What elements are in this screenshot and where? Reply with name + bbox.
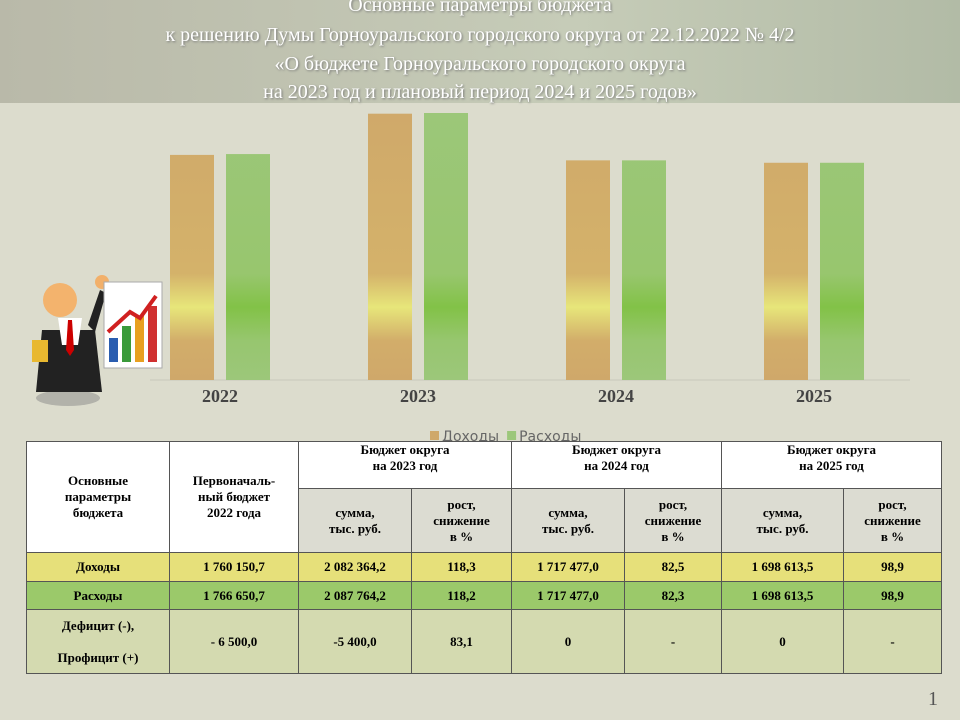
table-cell: Бюджет округа на 2024 год — [511, 441, 722, 489]
x-tick-label: 2025 — [796, 386, 832, 406]
x-tick-label: 2024 — [598, 386, 634, 406]
header-band: Основные параметры бюджета к решению Дум… — [0, 0, 960, 103]
legend-swatch — [507, 431, 517, 440]
table-cell: Доходы — [26, 552, 170, 582]
bar — [226, 154, 270, 380]
table-cell: 0 — [721, 609, 844, 674]
table-cell: 1 698 613,5 — [721, 552, 844, 582]
table-cell: 2 087 764,2 — [298, 581, 412, 610]
table-cell: 0 — [511, 609, 625, 674]
table-cell: 1 766 650,7 — [169, 581, 299, 610]
x-tick-label: 2022 — [202, 386, 238, 406]
table-cell: 1 717 477,0 — [511, 552, 625, 582]
title-line: «О бюджете Горноуральского городского ок… — [274, 53, 686, 75]
table-cell: Расходы — [26, 581, 170, 610]
table-cell: 118,3 — [411, 552, 512, 582]
table-cell: рост, снижение в % — [843, 488, 942, 553]
presenter-clipart — [32, 275, 163, 406]
bar — [368, 113, 412, 380]
page-number: 1 — [928, 688, 938, 710]
table-cell: сумма, тыс. руб. — [721, 488, 844, 553]
title-line: Основные параметры бюджета — [348, 0, 612, 16]
title-line: к решению Думы Горноуральского городског… — [165, 24, 795, 46]
table-row: Основные параметры бюджета Первоначаль- н… — [26, 441, 942, 553]
table-cell: 1 760 150,7 — [169, 552, 299, 582]
x-tick-label: 2023 — [400, 386, 436, 406]
table-cell: 1 698 613,5 — [721, 581, 844, 610]
table-cell: сумма, тыс. руб. — [511, 488, 625, 553]
bar — [622, 160, 666, 380]
bar — [566, 160, 610, 380]
bar — [820, 162, 864, 380]
table-cell: Основные параметры бюджета — [26, 441, 170, 553]
table-cell: сумма, тыс. руб. — [298, 488, 412, 553]
table-row: Доходы 1 760 150,7 2 082 364,2 118,3 1 717 4… — [26, 552, 942, 582]
table-cell: -5 400,0 — [298, 609, 412, 674]
bar — [170, 154, 214, 380]
budget-table: Основные параметры бюджета Первоначаль- н… — [26, 441, 942, 674]
bar — [424, 113, 468, 380]
table-row: Дефицит (-), Профицит (+) - 6 500,0 -5 400… — [26, 609, 942, 674]
table-cell: 1 717 477,0 — [511, 581, 625, 610]
table-cell: 98,9 — [843, 552, 942, 582]
table-row: Расходы 1 766 650,7 2 087 764,2 118,2 1 717 … — [26, 581, 942, 610]
title-line: на 2023 год и плановый период 2024 и 202… — [263, 81, 697, 103]
table-cell: - 6 500,0 — [169, 609, 299, 674]
table-cell: 2 082 364,2 — [298, 552, 412, 582]
table-cell: рост, снижение в % — [624, 488, 722, 553]
table-cell: Дефицит (-), Профицит (+) — [26, 609, 170, 674]
table-cell: 83,1 — [411, 609, 512, 674]
table-row: сумма, тыс. руб. рост, снижение в % сумма,… — [27, 488, 942, 553]
bar — [764, 162, 808, 380]
table-cell: 82,3 — [624, 581, 722, 610]
table-cell: 98,9 — [843, 581, 942, 610]
table-cell: Первоначаль- ный бюджет 2022 года — [169, 441, 299, 553]
legend-swatch — [430, 431, 439, 440]
table-cell: 82,5 — [624, 552, 722, 582]
table-cell: - — [843, 609, 942, 674]
table-cell: рост, снижение в % — [411, 488, 512, 553]
table-cell: 118,2 — [411, 581, 512, 610]
table-cell: Бюджет округа на 2025 год — [721, 441, 942, 489]
table-cell: Бюджет округа на 2023 год — [298, 441, 512, 489]
table-cell: - — [624, 609, 722, 674]
